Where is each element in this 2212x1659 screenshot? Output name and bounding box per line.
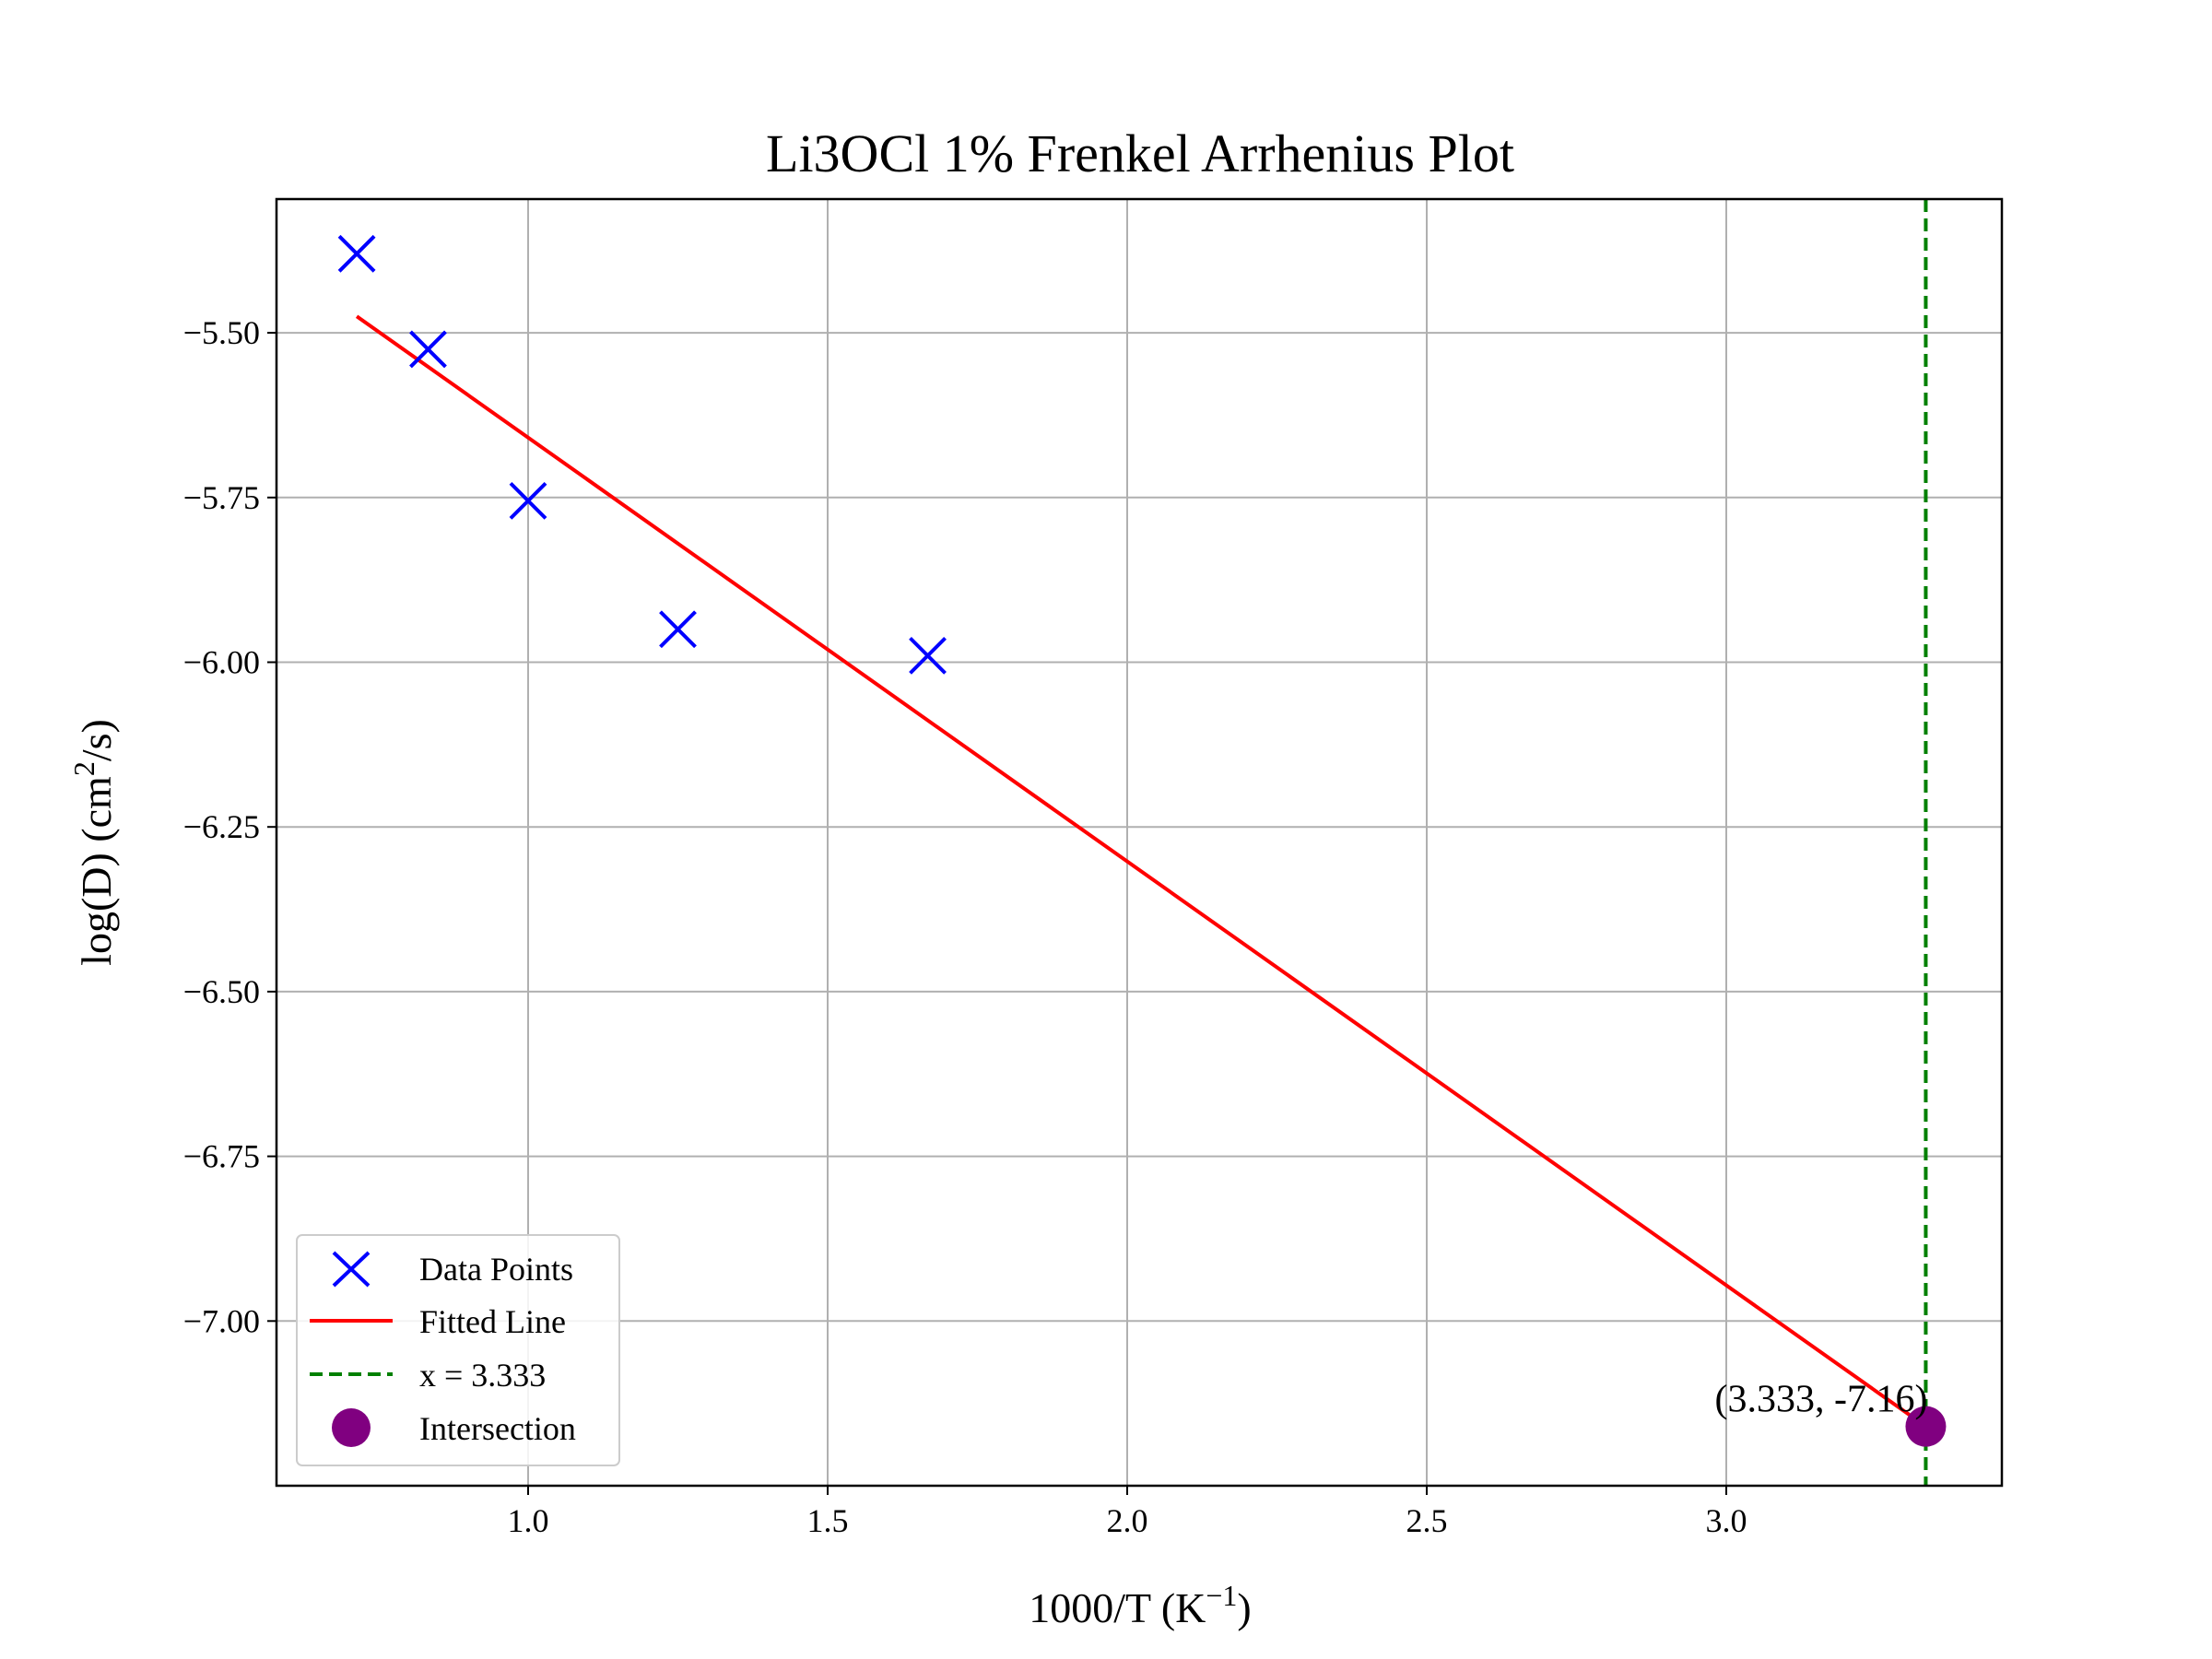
legend-item-vline: x = 3.333 [310,1357,546,1394]
y-ticks: −5.50 −5.75 −6.00 −6.25 −6.50 −6.75 −7.00 [183,314,276,1339]
legend-item-fitted-line: Fitted Line [310,1303,566,1340]
x-tick-label: 3.0 [1706,1502,1747,1539]
fit-layer [355,314,1927,1429]
legend: Data Points Fitted Line x = 3.333 Inters… [296,1234,620,1466]
y-axis-label-sup: 2 [67,761,100,776]
intersection-point [1905,1406,1947,1447]
legend-x-marker-icon [332,1251,371,1288]
data-point-x-marker [509,481,547,520]
y-tick-label: −6.00 [183,644,260,681]
annotation-layer: (3.333, -7.16) [1714,1379,1927,1421]
legend-box [296,1234,620,1466]
data-point-x-marker [409,330,447,369]
legend-item-intersection: Intersection [332,1408,576,1447]
legend-item-data-points: Data Points [332,1251,573,1288]
y-tick-label: −7.00 [183,1302,260,1339]
chart-title: Li3OCl 1% Frenkel Arrhenius Plot [766,124,1514,183]
y-tick-label: −6.25 [183,808,260,845]
y-tick-label: −5.50 [183,314,260,351]
y-tick-label: −6.50 [183,973,260,1010]
x-tick-label: 2.0 [1107,1502,1148,1539]
x-tick-label: 1.0 [508,1502,549,1539]
x-axis-label-sup: −1 [1206,1579,1237,1612]
plot-frame [275,197,2004,1488]
x-tick-label: 2.5 [1406,1502,1448,1539]
legend-label-vline: x = 3.333 [419,1357,546,1394]
x-ticks: 1.0 1.5 2.0 2.5 3.0 [508,1486,1747,1539]
data-point-x-marker [659,610,697,649]
fitted-line [355,314,1927,1429]
legend-label-fitted-line: Fitted Line [419,1303,566,1340]
legend-label-data-points: Data Points [419,1251,573,1288]
points-layer [337,234,1947,1447]
grid [276,199,2002,1486]
y-tick-label: −5.75 [183,479,260,516]
x-tick-label: 1.5 [807,1502,849,1539]
x-axis-label: 1000/T (K−1) [1029,1579,1251,1631]
data-point-x-marker [337,234,376,273]
legend-circle-icon [332,1408,371,1447]
y-axis-label: log(D) (cm2/s) [67,719,120,966]
intersection-annotation: (3.333, -7.16) [1714,1379,1927,1421]
legend-label-intersection: Intersection [419,1410,576,1447]
y-tick-label: −6.75 [183,1138,260,1175]
data-point-x-marker [909,636,947,675]
